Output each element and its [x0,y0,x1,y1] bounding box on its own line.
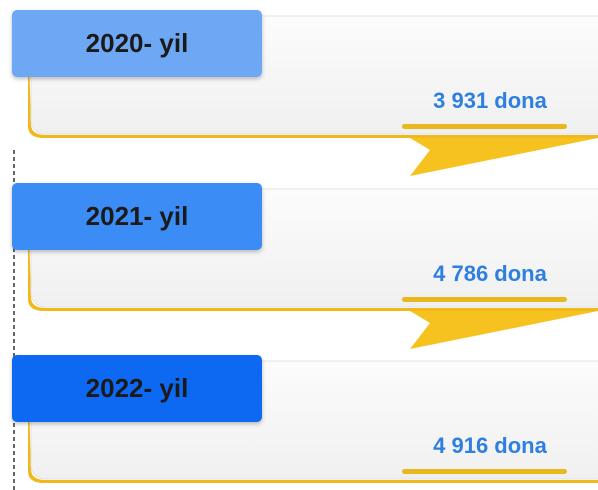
year-box [12,355,262,422]
fold [410,311,598,349]
underline [402,297,567,302]
year-box [12,10,262,77]
fold [410,138,598,176]
underline [402,469,567,474]
value-label: 4 916 dona [433,433,547,458]
value-label: 4 786 dona [433,261,547,286]
value-label: 3 931 dona [433,88,547,113]
year-label: 2020- yil [86,28,189,58]
cards: 2020- yil 3 931 dona 2021- yil 4 786 dona 20… [12,10,598,483]
year-box [12,183,262,250]
underline [402,124,567,129]
year-label: 2022- yil [86,373,189,403]
year-label: 2021- yil [86,201,189,231]
